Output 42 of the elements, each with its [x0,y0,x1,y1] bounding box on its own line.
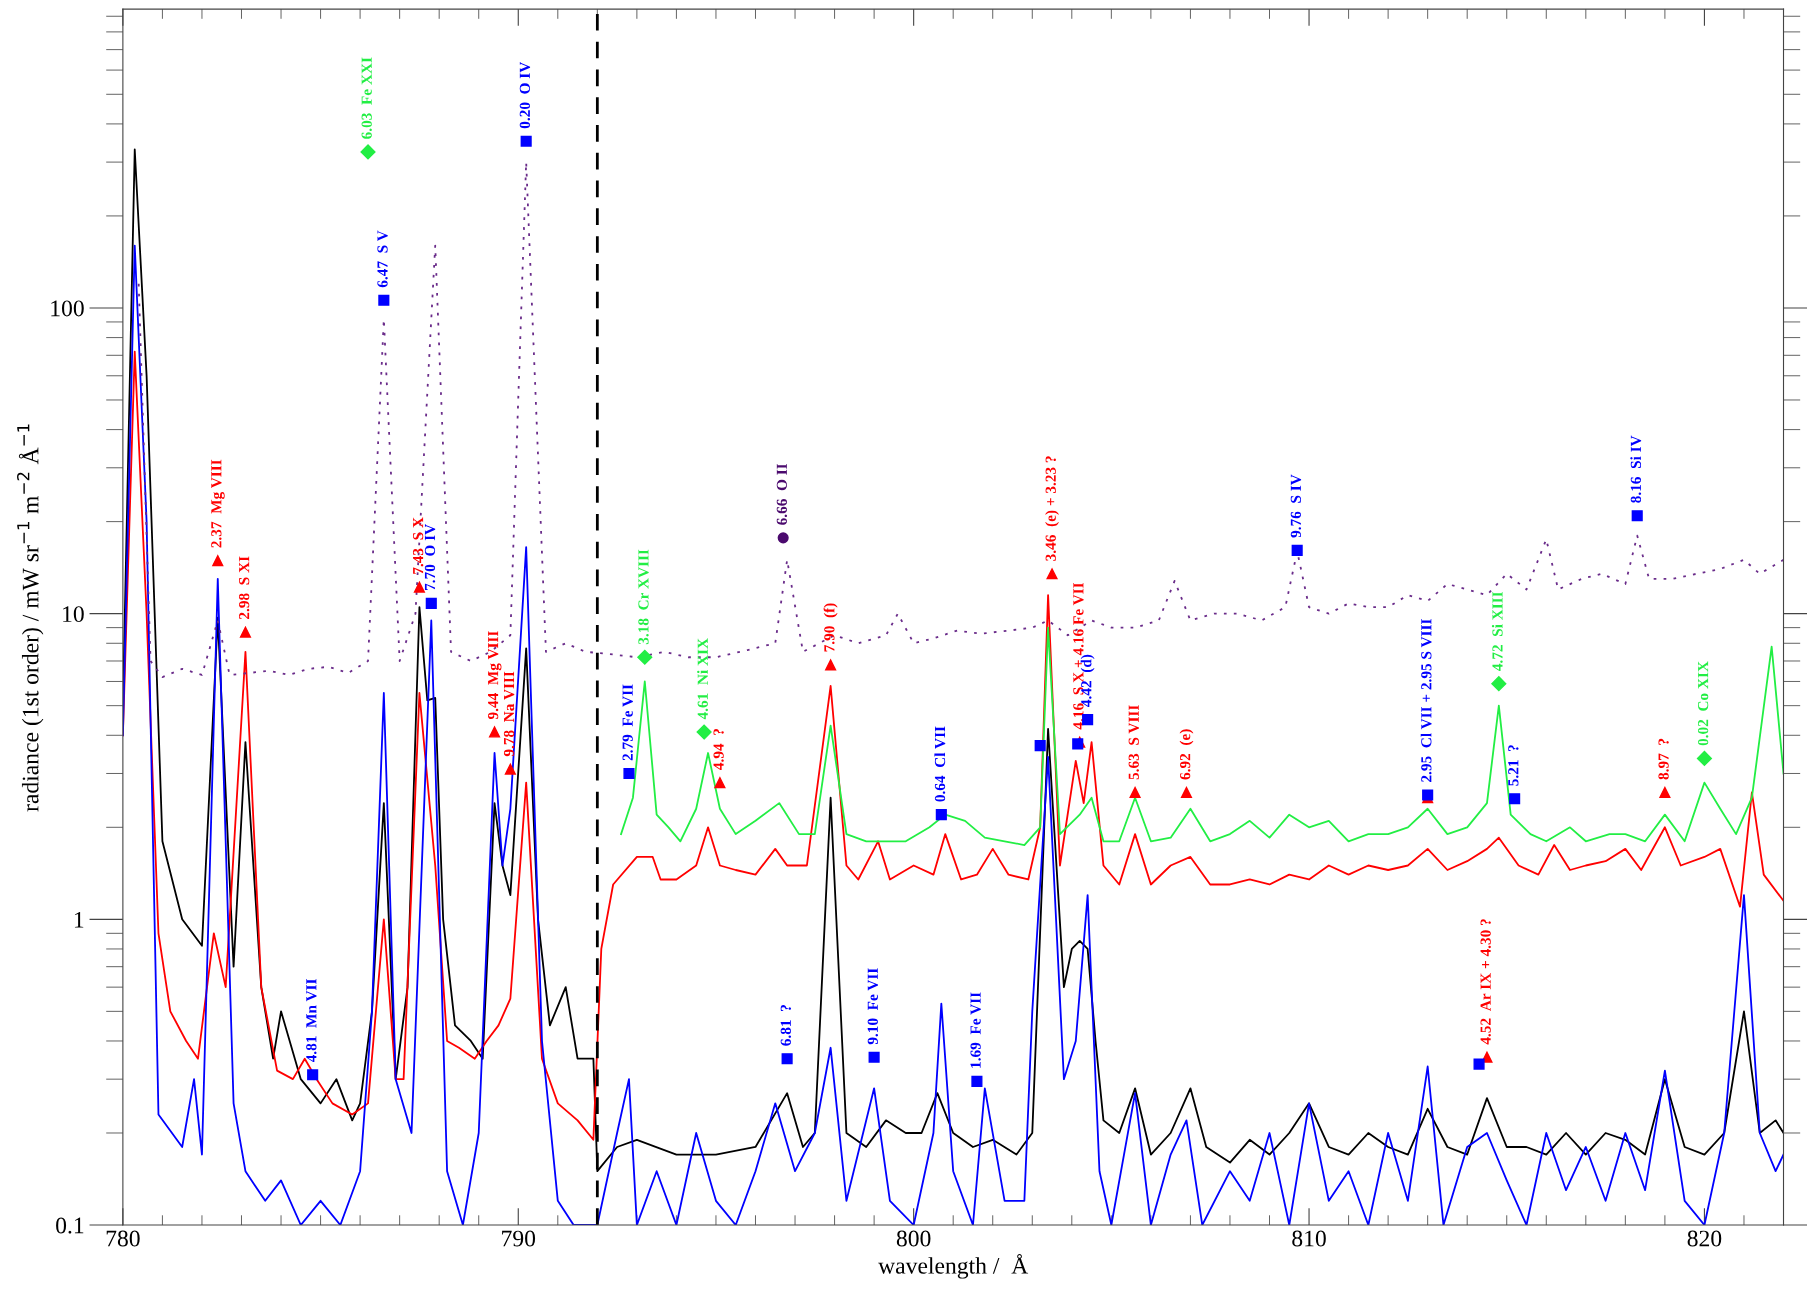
annotation: 6.92 (e) [1179,729,1194,780]
annotation: 9.76 S IV [1290,474,1302,538]
annotation: 6.47 S V [377,230,388,288]
annotation: 2.79 Fe VII [622,684,633,761]
x-axis-title: wavelength / Å [878,1254,1029,1279]
y-tick-label: 100 [51,300,84,317]
x-tick-label: 780 [106,1230,140,1247]
annotation: 3.18 Cr XVIII [638,549,649,645]
annotation: 5.63 S VIII [1128,705,1139,780]
x-tick-label: 790 [502,1230,536,1247]
annotation: 0.20 O IV [519,61,531,129]
annotation: 4.72 Si XIII [1491,591,1503,671]
annotation: 5.21 ? [1508,745,1519,786]
annotation: 0.02 Co XIX [1697,661,1709,746]
annotation: 1.69 Fe VII [970,992,981,1068]
annotation: 7.70 O IV [424,524,436,591]
annotation: 7.43 S X [412,517,424,574]
y-tick-label: 10 [63,606,84,623]
annotation: 4.52 Ar IX + 4.30 ? [1480,919,1491,1045]
annotation: 4.61 Ni XIX [697,638,708,720]
x-tick-label: 820 [1687,1230,1722,1247]
x-tick-label: 800 [896,1230,931,1247]
x-tick-label: 810 [1292,1230,1326,1247]
y-tick-label: 0.1 [56,1217,84,1234]
annotation: 9.10 Fe VII [867,968,879,1045]
annotation: 6.03 Fe XXI [361,57,372,139]
annotation: 2.37 Mg VIII [211,459,225,548]
annotation: 4.94 ? [713,729,724,770]
annotation: 8.97 ? [1658,738,1669,780]
annotation: 2.98 S XI [238,556,250,619]
annotation: 6.66 O II [776,463,788,525]
y-axis-title: radiance (1st order) / mW sr$^{−1}$ m$^{−2}$ Å$^{−1}$ [17,424,44,812]
annotation: 8.16 Si IV [1630,435,1642,503]
annotation: 9.44 Mg VIII [487,631,502,720]
y-tick-label: 1 [74,911,84,928]
annotation: 3.46 (e) + 3.23 ? [1045,456,1059,561]
annotation: 0.64 Cl VII [934,726,946,802]
annotation: 2.95 Cl VII + 2.95 S VIII [1420,619,1432,782]
annotation: 6.81 ? [780,1005,792,1046]
annotation: 7.90 (f) [823,603,838,652]
annotation: 4.81 Mn VII [306,979,317,1063]
annotation: 9.78 Na VIII [503,671,515,757]
